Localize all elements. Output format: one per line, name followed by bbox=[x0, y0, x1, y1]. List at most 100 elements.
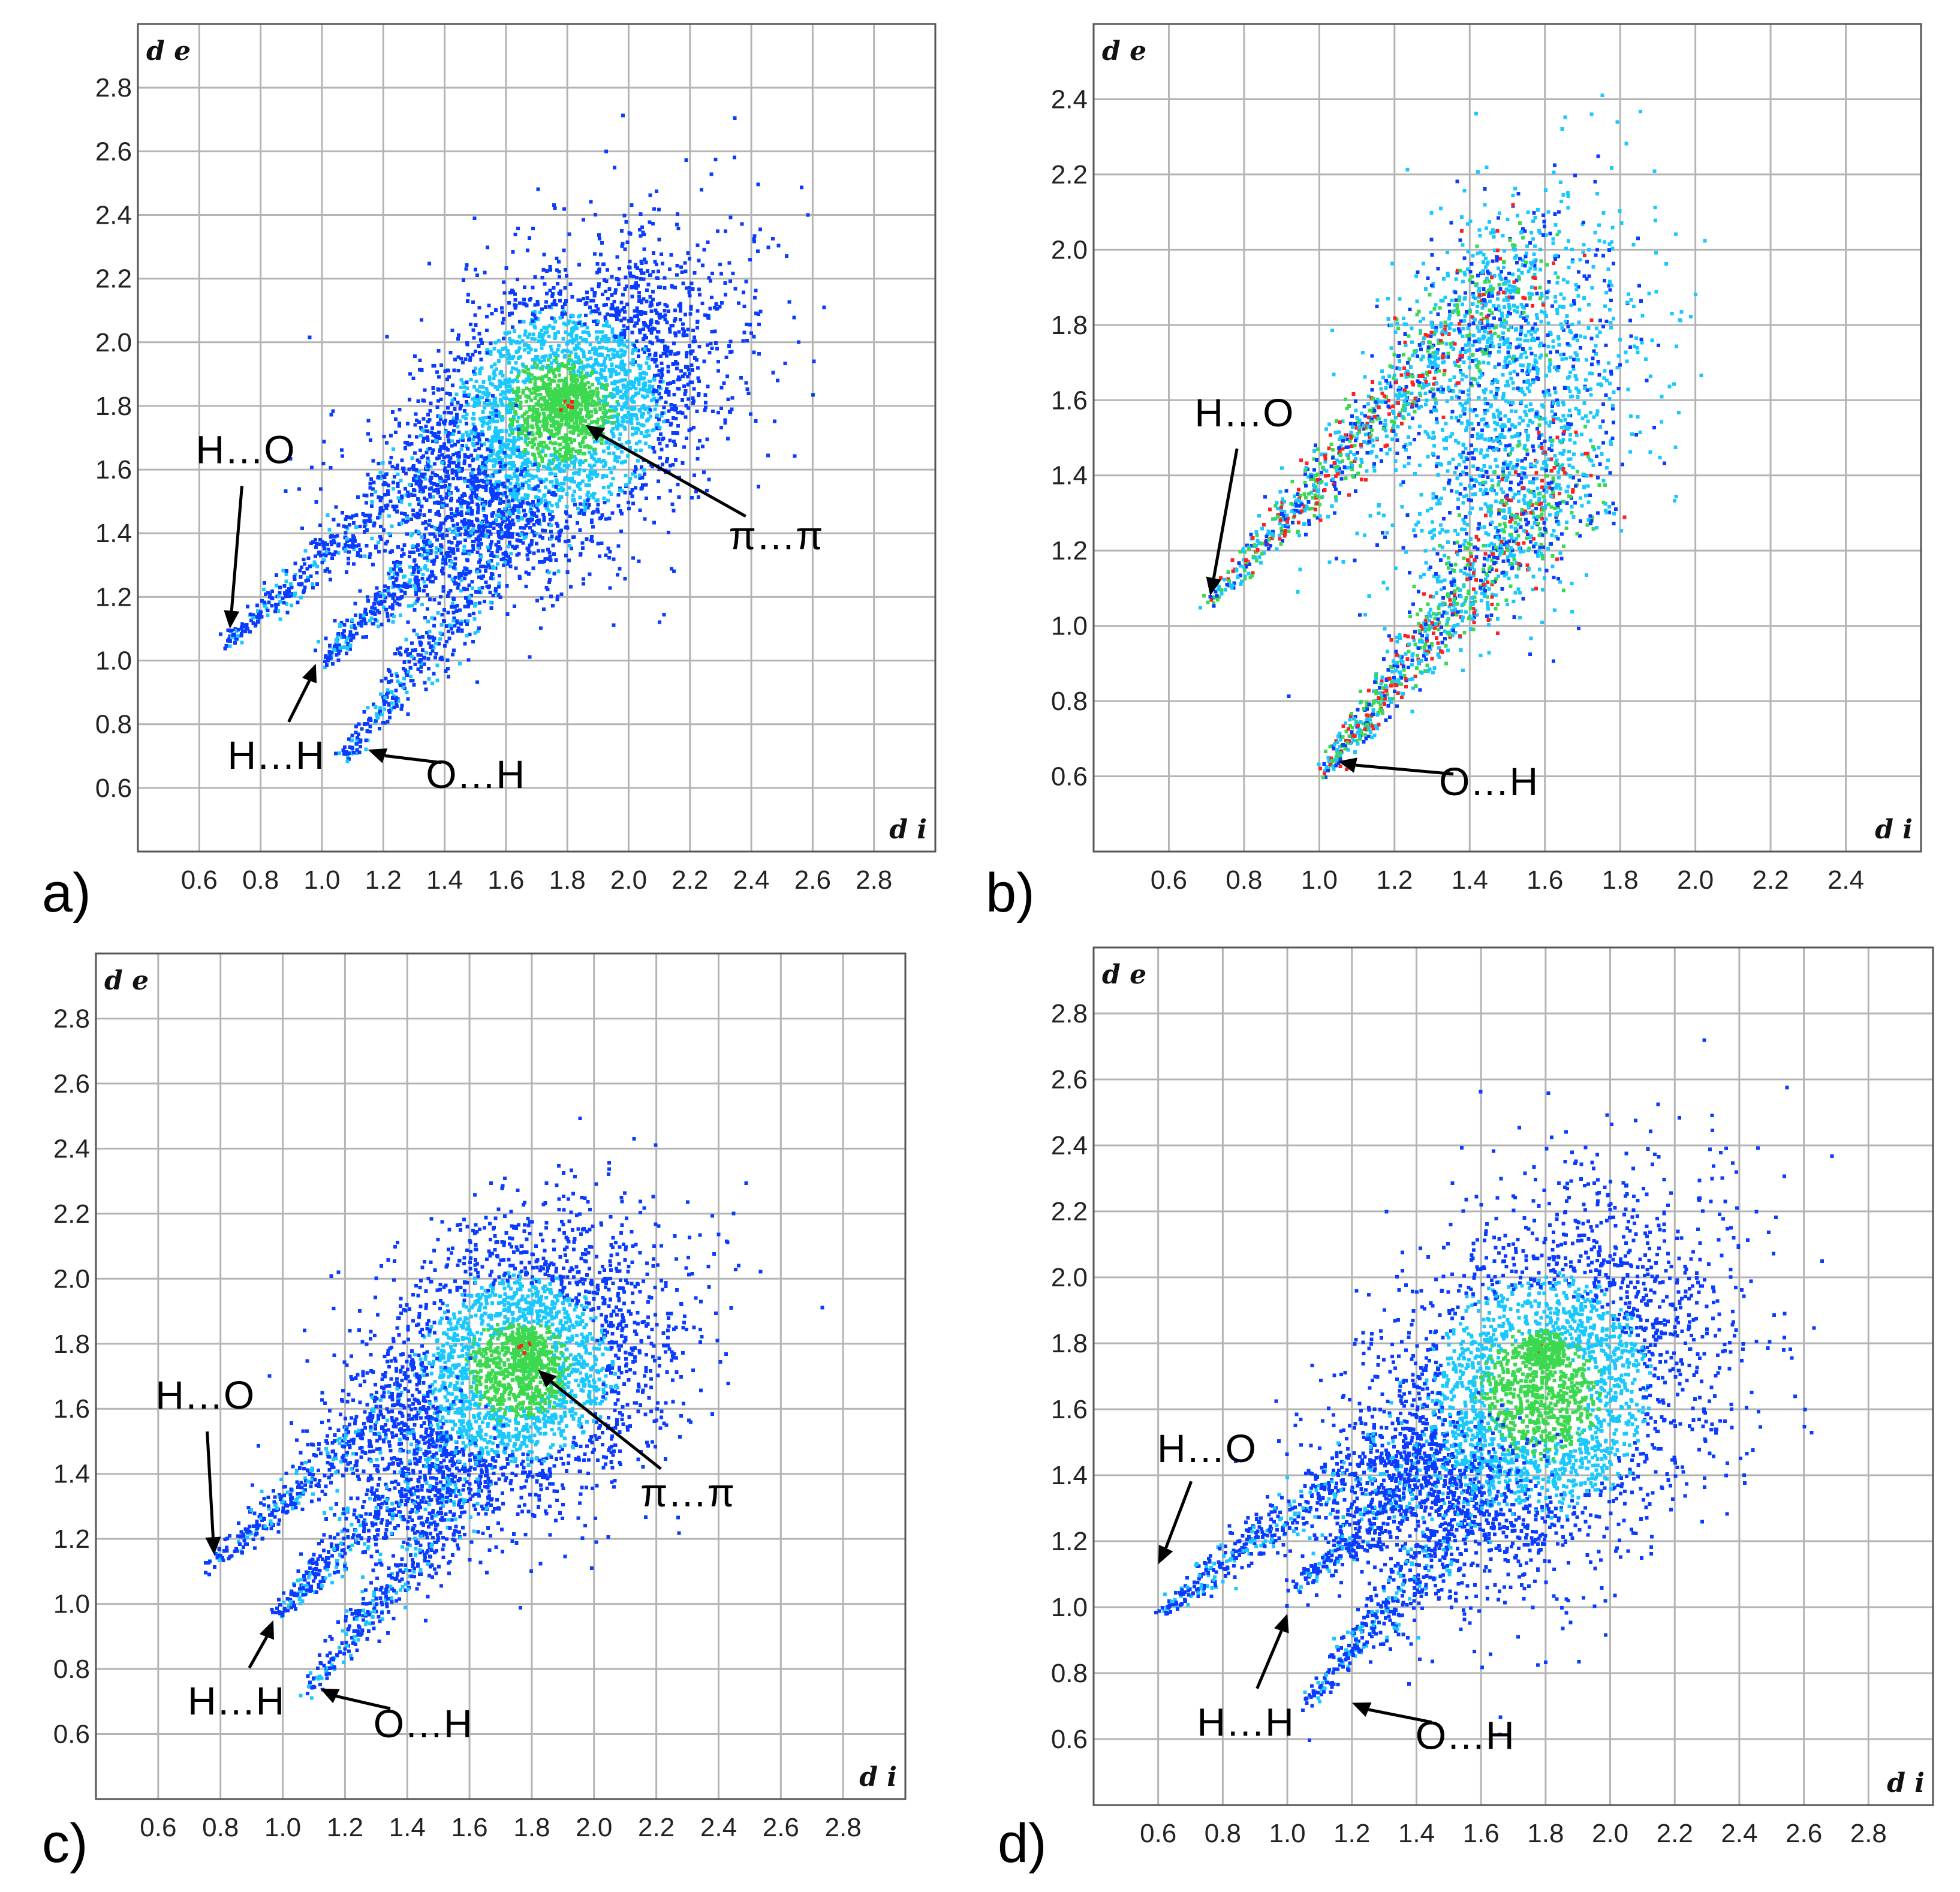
data-point bbox=[439, 397, 443, 401]
data-point bbox=[542, 464, 546, 468]
data-point bbox=[578, 495, 582, 500]
data-point bbox=[344, 548, 348, 552]
data-point bbox=[398, 651, 402, 655]
data-point bbox=[422, 662, 426, 666]
data-point bbox=[579, 335, 583, 339]
data-point bbox=[393, 475, 397, 479]
data-point bbox=[586, 474, 590, 478]
data-point bbox=[550, 534, 554, 539]
data-point bbox=[435, 435, 439, 440]
data-point bbox=[432, 391, 436, 395]
data-point bbox=[579, 386, 583, 390]
data-point bbox=[627, 231, 631, 235]
data-point bbox=[667, 393, 671, 397]
data-point bbox=[663, 302, 667, 306]
data-point bbox=[576, 355, 580, 359]
data-point bbox=[458, 540, 462, 545]
data-point bbox=[481, 410, 485, 414]
data-point bbox=[490, 406, 495, 410]
data-point bbox=[585, 371, 589, 375]
data-point bbox=[660, 447, 664, 452]
data-point bbox=[598, 372, 603, 376]
data-point bbox=[619, 509, 623, 513]
data-point bbox=[625, 441, 629, 445]
data-point bbox=[456, 401, 460, 405]
data-point bbox=[578, 462, 582, 467]
data-point bbox=[495, 419, 499, 423]
data-point bbox=[519, 504, 523, 509]
data-point bbox=[417, 499, 421, 503]
data-point bbox=[507, 361, 511, 365]
data-point bbox=[522, 536, 526, 540]
data-point bbox=[469, 531, 474, 535]
data-point bbox=[612, 348, 616, 353]
data-point bbox=[676, 386, 680, 390]
data-point bbox=[517, 335, 522, 339]
data-point bbox=[666, 365, 670, 369]
data-point bbox=[655, 389, 659, 393]
data-point bbox=[314, 500, 318, 504]
data-point bbox=[535, 393, 539, 397]
data-point bbox=[544, 374, 548, 378]
data-point bbox=[682, 372, 687, 376]
data-point bbox=[391, 504, 395, 509]
data-point bbox=[733, 116, 737, 120]
data-point bbox=[535, 317, 540, 321]
data-point bbox=[576, 506, 580, 510]
data-point bbox=[392, 567, 396, 571]
data-point bbox=[514, 566, 518, 570]
data-point bbox=[403, 446, 407, 450]
data-point bbox=[600, 338, 604, 342]
data-point bbox=[467, 519, 471, 523]
data-point bbox=[406, 697, 410, 701]
data-point bbox=[432, 558, 436, 563]
data-point bbox=[660, 339, 664, 343]
data-point bbox=[706, 316, 710, 320]
data-point bbox=[428, 446, 432, 450]
data-point bbox=[470, 579, 474, 583]
data-point bbox=[667, 531, 671, 535]
data-point bbox=[474, 537, 478, 542]
data-point bbox=[224, 644, 228, 648]
data-point bbox=[642, 233, 646, 237]
data-point bbox=[462, 549, 466, 553]
data-point bbox=[472, 444, 476, 448]
data-point bbox=[540, 276, 544, 280]
data-point bbox=[650, 303, 654, 307]
data-point bbox=[547, 377, 552, 381]
data-point bbox=[475, 403, 480, 407]
data-point bbox=[540, 386, 544, 390]
data-point bbox=[679, 369, 684, 373]
data-point bbox=[564, 299, 568, 303]
data-point bbox=[496, 412, 501, 416]
data-point bbox=[557, 270, 561, 274]
data-point bbox=[515, 375, 519, 379]
data-point bbox=[584, 339, 588, 344]
data-point bbox=[356, 553, 360, 557]
data-point bbox=[447, 464, 451, 468]
data-point bbox=[620, 368, 624, 372]
data-point bbox=[475, 551, 480, 555]
data-point bbox=[625, 384, 630, 389]
data-point bbox=[609, 374, 613, 378]
data-point bbox=[496, 359, 501, 363]
data-point bbox=[665, 354, 669, 358]
data-point bbox=[740, 222, 744, 226]
data-point bbox=[426, 666, 430, 670]
data-point bbox=[451, 452, 456, 456]
data-point bbox=[402, 583, 407, 587]
data-point bbox=[591, 365, 595, 369]
data-point bbox=[426, 447, 430, 452]
data-point bbox=[600, 330, 604, 334]
data-point bbox=[429, 401, 433, 405]
data-point bbox=[393, 652, 397, 656]
data-point bbox=[643, 347, 647, 351]
data-point bbox=[544, 477, 549, 482]
data-point bbox=[426, 619, 430, 624]
data-point bbox=[474, 366, 478, 371]
data-point bbox=[622, 393, 626, 397]
data-point bbox=[490, 514, 494, 518]
data-point bbox=[695, 410, 699, 414]
data-point bbox=[459, 578, 463, 582]
data-point bbox=[496, 592, 501, 597]
